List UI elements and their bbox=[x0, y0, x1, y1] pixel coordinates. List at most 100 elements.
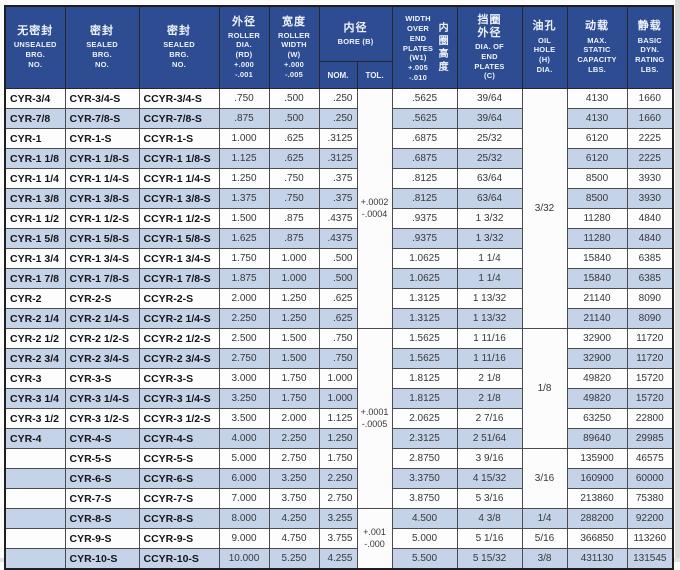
cell-dia-over-end-plates: 63/64 bbox=[457, 189, 522, 209]
cell-roller-width: 5.250 bbox=[269, 549, 319, 570]
cell-sealed-brg-no: CYR-4-S bbox=[65, 429, 139, 449]
cell-sealed-brg-no: CYR-8-S bbox=[65, 509, 139, 529]
cell-unsealed-brg-no: CYR-7/8 bbox=[5, 109, 65, 129]
cell-unsealed-brg-no: CYR-1 5/8 bbox=[5, 229, 65, 249]
cell-bore-nom: 2.750 bbox=[319, 489, 357, 509]
cell-bore-nom: 2.250 bbox=[319, 469, 357, 489]
cell-basic-dyn-rating: 2225 bbox=[627, 129, 673, 149]
cell-sealed-brg-no: CYR-5-S bbox=[65, 449, 139, 469]
cell-oil-hole-dia: 5/16 bbox=[522, 529, 567, 549]
cell-sealed-brg-no: CYR-1 1/8-S bbox=[65, 149, 139, 169]
cell-roller-dia: 8.000 bbox=[219, 509, 269, 529]
cell-roller-width: 1.250 bbox=[269, 309, 319, 329]
column-header-bore-tol: TOL. bbox=[357, 62, 392, 89]
cell-unsealed-brg-no bbox=[5, 529, 65, 549]
cell-dia-over-end-plates: 2 1/8 bbox=[457, 369, 522, 389]
cell-width-over-end-plates: .9375 bbox=[392, 229, 457, 249]
cell-dia-over-end-plates: 5 1/16 bbox=[457, 529, 522, 549]
cell-basic-dyn-rating: 11720 bbox=[627, 349, 673, 369]
cell-max-static-capacity: 4130 bbox=[567, 109, 627, 129]
cell-roller-width: 2.000 bbox=[269, 409, 319, 429]
cell-dia-over-end-plates: 1 13/32 bbox=[457, 309, 522, 329]
column-header-en: UNSEALED BRG. NO. bbox=[7, 40, 64, 69]
cell-sealed-brg-no: CYR-3-S bbox=[65, 369, 139, 389]
cell-basic-dyn-rating: 2225 bbox=[627, 149, 673, 169]
cell-roller-width: 1.250 bbox=[269, 289, 319, 309]
column-header-max-static-capacity: 动载 MAX. STATIC CAPACITY LBS. bbox=[567, 6, 627, 89]
cell-max-static-capacity: 49820 bbox=[567, 389, 627, 409]
cell-dia-over-end-plates: 1 1/4 bbox=[457, 249, 522, 269]
cell-bore-nom: .4375 bbox=[319, 229, 357, 249]
cell-sealed-ccyr-brg-no: CCYR-1-S bbox=[139, 129, 219, 149]
cell-unsealed-brg-no: CYR-3 1/2 bbox=[5, 409, 65, 429]
cell-max-static-capacity: 49820 bbox=[567, 369, 627, 389]
cell-roller-width: .500 bbox=[269, 109, 319, 129]
cell-sealed-ccyr-brg-no: CCYR-5-S bbox=[139, 449, 219, 469]
cell-basic-dyn-rating: 113260 bbox=[627, 529, 673, 549]
cell-bore-nom: 3.255 bbox=[319, 509, 357, 529]
cell-roller-dia: 1.750 bbox=[219, 249, 269, 269]
cell-sealed-ccyr-brg-no: CCYR-4-S bbox=[139, 429, 219, 449]
cell-sealed-ccyr-brg-no: CCYR-1 3/8-S bbox=[139, 189, 219, 209]
cell-max-static-capacity: 6120 bbox=[567, 149, 627, 169]
cell-dia-over-end-plates: 1 1/4 bbox=[457, 269, 522, 289]
cell-bore-nom: 1.250 bbox=[319, 429, 357, 449]
column-header-basic-dyn-rating: 静载 BASIC DYN. RATING LBS. bbox=[627, 6, 673, 89]
cell-bore-nom: .500 bbox=[319, 249, 357, 269]
cell-width-over-end-plates: 1.8125 bbox=[392, 389, 457, 409]
cell-roller-dia: 1.625 bbox=[219, 229, 269, 249]
cell-dia-over-end-plates: 2 7/16 bbox=[457, 409, 522, 429]
cell-dia-over-end-plates: 4 15/32 bbox=[457, 469, 522, 489]
cell-width-over-end-plates: 5.500 bbox=[392, 549, 457, 570]
cell-max-static-capacity: 11280 bbox=[567, 229, 627, 249]
cell-sealed-brg-no: CYR-1 3/4-S bbox=[65, 249, 139, 269]
cell-max-static-capacity: 63250 bbox=[567, 409, 627, 429]
cell-max-static-capacity: 15840 bbox=[567, 269, 627, 289]
cell-unsealed-brg-no: CYR-1 3/8 bbox=[5, 189, 65, 209]
cell-dia-over-end-plates: 1 13/32 bbox=[457, 289, 522, 309]
column-header-zh: 无密封 bbox=[7, 25, 64, 38]
column-header-zh: 密封 bbox=[67, 25, 138, 38]
column-header-en: SEALED BRG. NO. bbox=[67, 40, 138, 69]
column-header-en: BASIC DYN. RATING LBS. bbox=[629, 36, 672, 75]
cell-width-over-end-plates: 1.0625 bbox=[392, 249, 457, 269]
cell-width-over-end-plates: 1.5625 bbox=[392, 349, 457, 369]
cell-width-over-end-plates: 5.000 bbox=[392, 529, 457, 549]
cell-roller-dia: 3.250 bbox=[219, 389, 269, 409]
cell-unsealed-brg-no: CYR-1 1/4 bbox=[5, 169, 65, 189]
cell-dia-over-end-plates: 39/64 bbox=[457, 109, 522, 129]
cell-max-static-capacity: 11280 bbox=[567, 209, 627, 229]
cell-roller-dia: .875 bbox=[219, 109, 269, 129]
cell-sealed-ccyr-brg-no: CCYR-7-S bbox=[139, 489, 219, 509]
cell-width-over-end-plates: .5625 bbox=[392, 109, 457, 129]
column-header-bore-group: 内径 BORE (B) bbox=[319, 6, 392, 62]
cell-sealed-ccyr-brg-no: CCYR-2 1/4-S bbox=[139, 309, 219, 329]
cell-sealed-ccyr-brg-no: CCYR-3/4-S bbox=[139, 89, 219, 109]
column-header-en: SEALED BRG. NO. bbox=[141, 40, 218, 69]
cell-sealed-brg-no: CYR-2 3/4-S bbox=[65, 349, 139, 369]
cell-roller-width: 1.750 bbox=[269, 389, 319, 409]
cell-width-over-end-plates: .9375 bbox=[392, 209, 457, 229]
cell-width-over-end-plates: .8125 bbox=[392, 189, 457, 209]
cell-sealed-ccyr-brg-no: CCYR-3-S bbox=[139, 369, 219, 389]
cell-max-static-capacity: 21140 bbox=[567, 309, 627, 329]
cell-roller-dia: 1.375 bbox=[219, 189, 269, 209]
cell-oil-hole-dia: 3/32 bbox=[522, 89, 567, 329]
cell-basic-dyn-rating: 22800 bbox=[627, 409, 673, 429]
cell-dia-over-end-plates: 25/32 bbox=[457, 129, 522, 149]
cell-roller-width: .750 bbox=[269, 169, 319, 189]
cell-roller-dia: 1.125 bbox=[219, 149, 269, 169]
column-header-zh-vertical: 内圈高度 bbox=[436, 22, 446, 74]
column-header-zh: 动载 bbox=[569, 20, 626, 33]
cell-roller-dia: 7.000 bbox=[219, 489, 269, 509]
cell-oil-hole-dia: 3/16 bbox=[522, 449, 567, 509]
column-header-en: ROLLER DIA. (RD) +.000 -.001 bbox=[221, 31, 268, 80]
